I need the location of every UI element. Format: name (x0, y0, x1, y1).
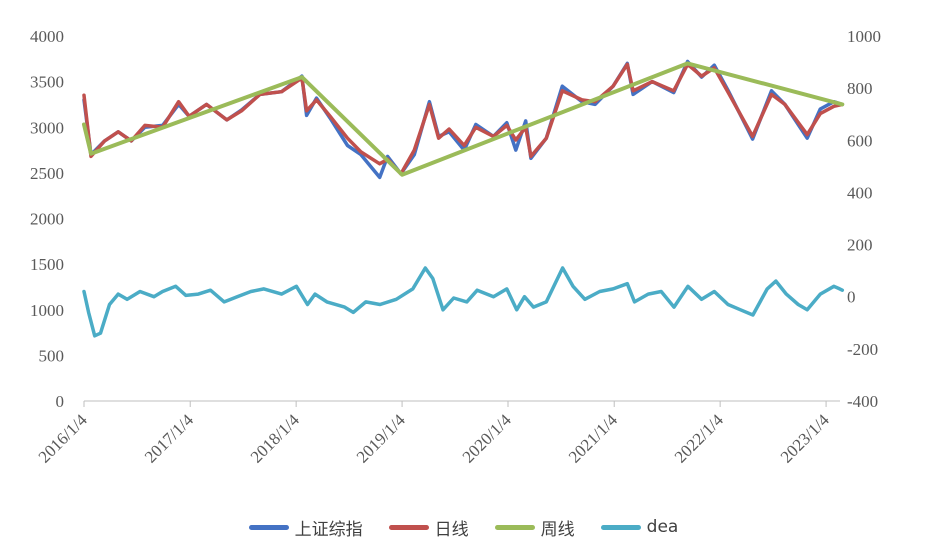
legend-item-szzs: 上证综指 (248, 515, 363, 540)
x-tick-label: 2018/1/4 (247, 410, 304, 467)
series-line-dea (82, 266, 845, 338)
legend-swatch (494, 524, 535, 530)
y-right-tick-label: 0 (847, 288, 856, 307)
x-tick-label: 2016/1/4 (35, 410, 92, 467)
y-left-tick-label: 1000 (30, 301, 64, 320)
legend-swatch (600, 524, 641, 530)
legend-label: dea (646, 517, 679, 537)
y-left-tick-label: 4000 (30, 27, 64, 46)
y-right-tick-label: -200 (847, 340, 878, 359)
x-tick-label: 2022/1/4 (671, 410, 728, 467)
legend-label: 周线 (540, 519, 575, 540)
legend-swatch (388, 524, 429, 530)
x-tick-label: 2017/1/4 (141, 410, 198, 467)
x-tick-label: 2021/1/4 (565, 410, 622, 467)
y-left-tick-label: 3000 (30, 118, 64, 137)
x-tick-label: 2019/1/4 (353, 410, 410, 467)
legend-label: 日线 (434, 519, 469, 540)
y-left-tick-label: 1500 (30, 255, 64, 274)
x-tick-label: 2020/1/4 (459, 410, 516, 467)
series-line-daily (82, 62, 845, 176)
y-right-tick-label: 800 (847, 79, 873, 98)
chart-series (82, 59, 845, 338)
y-right-tick-label: 400 (847, 183, 873, 202)
y-right-tick-label: -400 (847, 392, 878, 411)
series-line-szzs (82, 59, 845, 180)
legend-item-weekly: 周线 (494, 515, 575, 540)
legend-item-daily: 日线 (388, 515, 469, 540)
y-left-tick-label: 500 (39, 346, 65, 365)
y-left-tick-label: 3500 (30, 73, 64, 92)
y-left-tick-label: 2500 (30, 164, 64, 183)
y-left-tick-label: 0 (56, 392, 65, 411)
legend-item-dea: dea (600, 517, 679, 537)
series-line-weekly (82, 61, 845, 177)
chart-axes (83, 400, 840, 407)
y-right-tick-label: 600 (847, 131, 873, 150)
y-right-tick-label: 1000 (847, 27, 881, 46)
legend-label: 上证综指 (294, 519, 363, 540)
legend-swatch (248, 524, 289, 530)
chart-legend: 上证综指 日线 周线 dea (0, 512, 927, 542)
y-left-tick-label: 2000 (30, 210, 64, 229)
y-right-tick-label: 200 (847, 236, 873, 255)
chart: 2016/1/4 2017/1/4 2018/1/4 2019/1/4 2020/1/4… (30, 27, 881, 467)
x-tick-label: 2023/1/4 (777, 410, 834, 467)
